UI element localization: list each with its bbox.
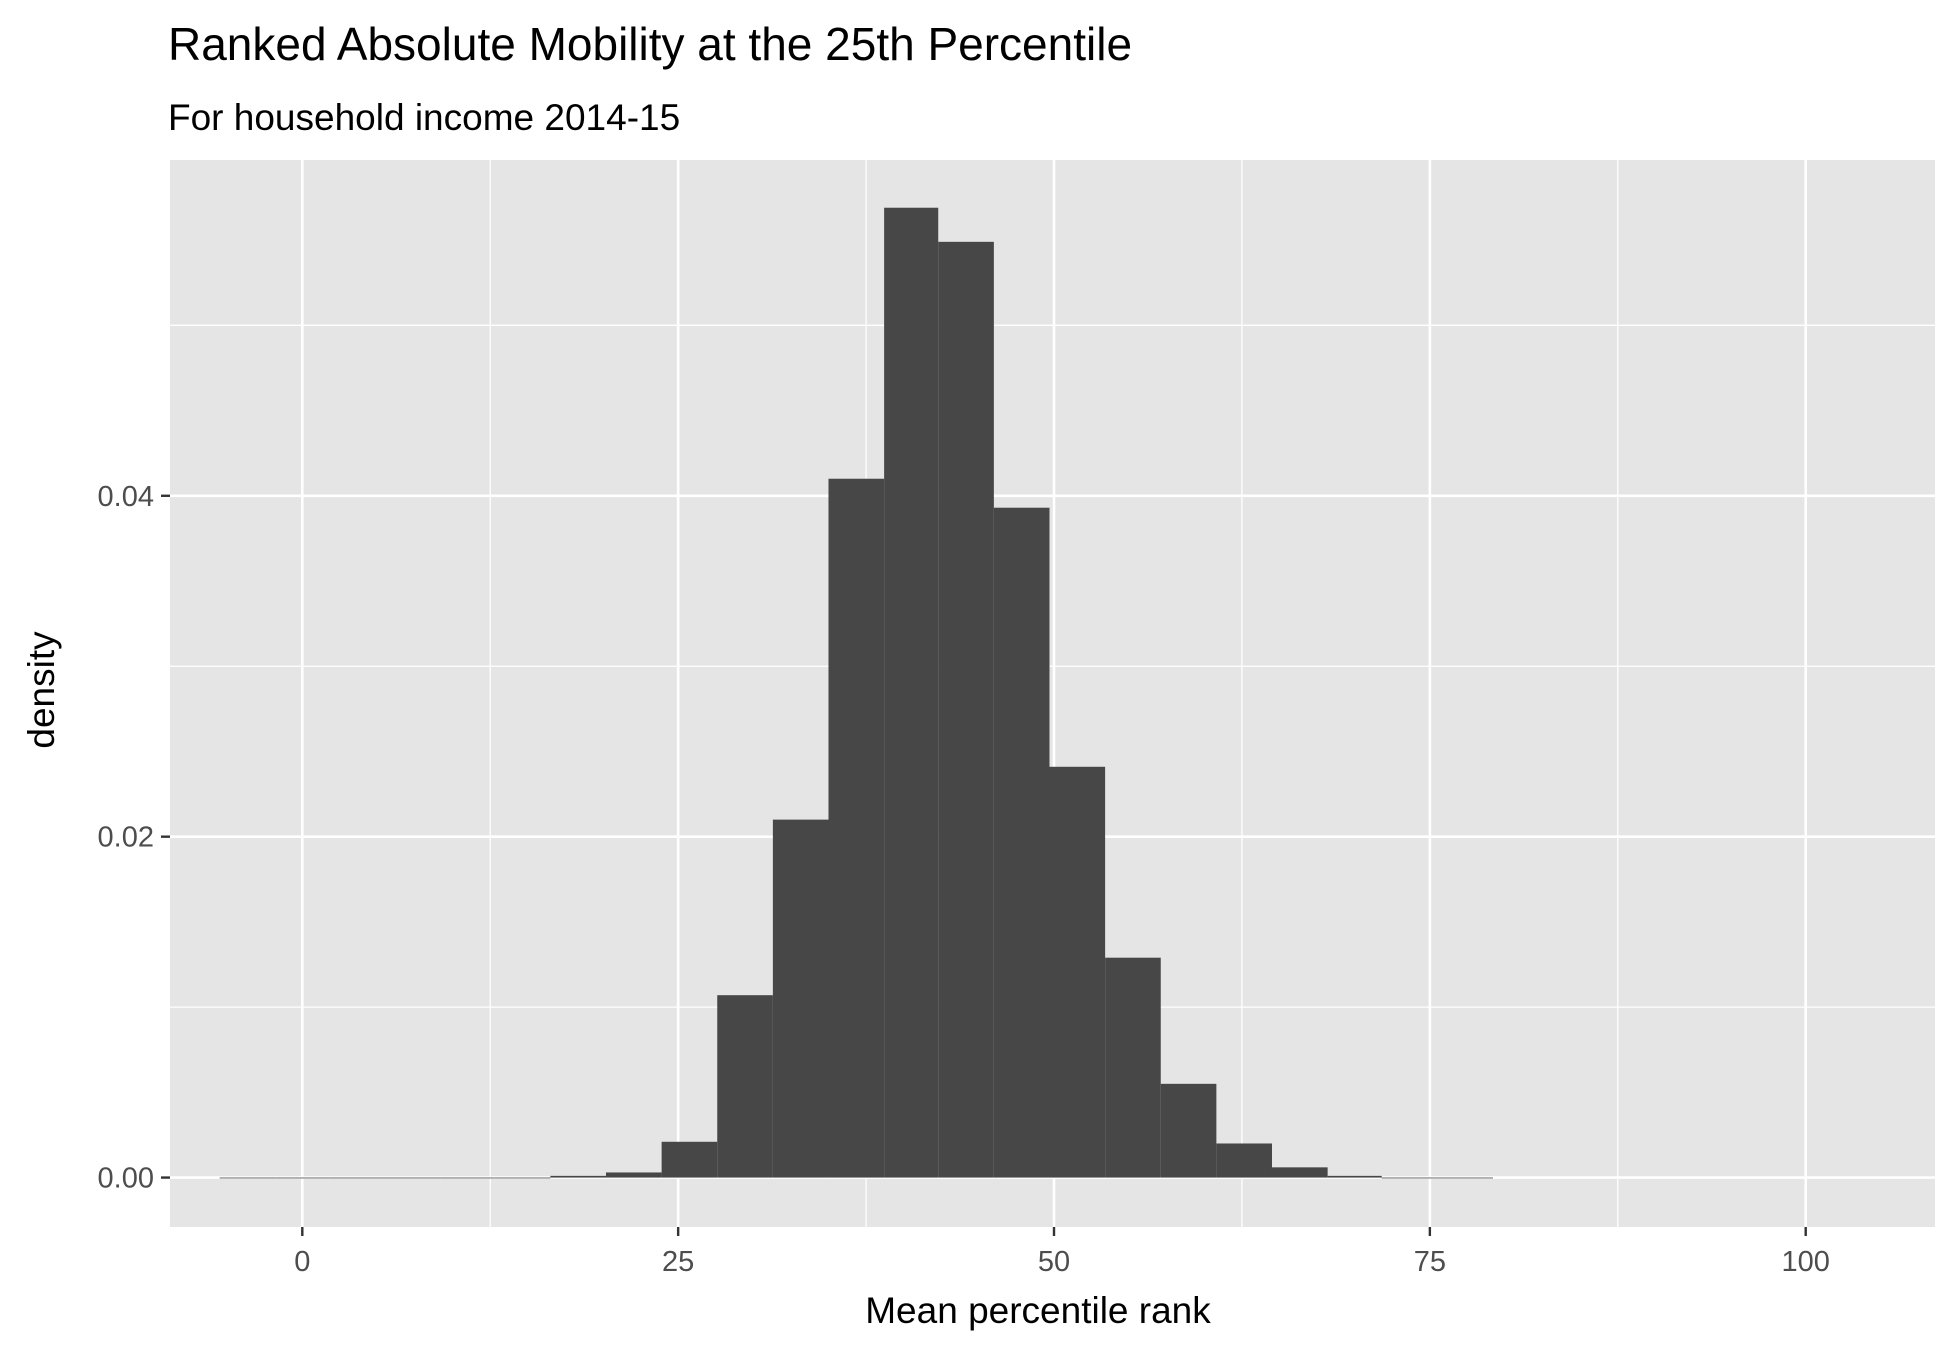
- y-tick-label: 0.00: [98, 1163, 154, 1195]
- y-axis: 0.00 0.02 0.04: [98, 481, 170, 1195]
- histogram-bar: [993, 507, 1050, 1178]
- histogram-bars: [219, 207, 1493, 1179]
- histogram-bar: [550, 1175, 606, 1178]
- histogram-bar: [440, 1177, 495, 1179]
- x-tick-label: 0: [294, 1246, 310, 1278]
- x-axis-title: Mean percentile rank: [865, 1290, 1211, 1331]
- histogram-bar: [1216, 1143, 1272, 1178]
- histogram-bar: [717, 995, 773, 1178]
- histogram-bar: [219, 1177, 276, 1179]
- histogram-bar: [1271, 1167, 1328, 1178]
- histogram-bar: [1105, 957, 1161, 1178]
- x-tick-label: 75: [1414, 1246, 1446, 1278]
- y-tick-label: 0.04: [98, 481, 154, 513]
- chart-title: Ranked Absolute Mobility at the 25th Per…: [168, 18, 1132, 70]
- histogram-bar: [938, 241, 994, 1178]
- histogram-bar: [828, 478, 885, 1178]
- histogram-bar: [1437, 1177, 1493, 1179]
- x-tick-label: 50: [1038, 1246, 1070, 1278]
- histogram-bar: [661, 1141, 718, 1178]
- histogram-bar: [1327, 1175, 1382, 1178]
- y-axis-title: density: [21, 631, 62, 749]
- histogram-bar: [1381, 1177, 1438, 1179]
- x-tick-label: 100: [1782, 1246, 1830, 1278]
- histogram-bar: [1049, 766, 1106, 1178]
- histogram-bar: [605, 1172, 662, 1178]
- histogram-bar: [329, 1177, 385, 1179]
- chart-subtitle: For household income 2014-15: [168, 97, 680, 138]
- histogram-bar: [384, 1177, 441, 1179]
- histogram-bar: [1160, 1083, 1217, 1178]
- histogram-bar: [772, 819, 829, 1178]
- histogram-bar: [884, 207, 939, 1178]
- y-tick-label: 0.02: [98, 822, 154, 854]
- x-axis: 0 25 50 75 100: [294, 1227, 1830, 1278]
- x-tick-label: 25: [662, 1246, 694, 1278]
- histogram-bar: [494, 1177, 551, 1179]
- histogram-bar: [275, 1177, 330, 1179]
